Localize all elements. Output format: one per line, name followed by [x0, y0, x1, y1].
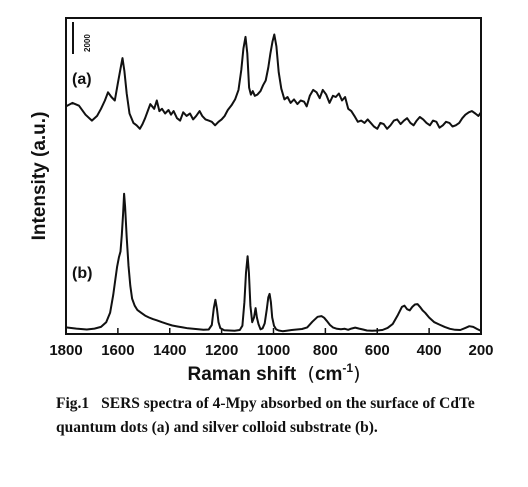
x-tick-label-400: 400	[417, 342, 442, 359]
x-tick-label-1400: 1400	[153, 342, 186, 359]
x-axis-unit-exponent: -1	[342, 361, 353, 375]
caption-text: SERS spectra of 4-Mpy absorbed on the su…	[56, 395, 475, 436]
x-tick-label-600: 600	[365, 342, 390, 359]
x-tick-label-1800: 1800	[49, 342, 82, 359]
x-axis-ticks	[65, 328, 482, 334]
series-b-label: (b)	[72, 265, 92, 282]
x-axis-label: Raman shift (cm-1)	[187, 361, 360, 385]
x-tick-label-200: 200	[468, 342, 493, 359]
scale-bar-label: 2000	[83, 34, 92, 52]
spectrum-line-a	[65, 33, 482, 130]
x-axis-label-text: Raman shift	[187, 364, 296, 385]
plot-frame	[65, 17, 482, 335]
x-tick-label-800: 800	[313, 342, 338, 359]
y-axis-label: Intensity (a.u.)	[29, 112, 50, 241]
x-axis-tick-labels: 1800 1600 1400 1200 1000 800 600 400 200	[49, 342, 493, 359]
x-axis-unit: cm	[315, 364, 342, 385]
x-tick-label-1200: 1200	[205, 342, 238, 359]
caption-fig-number: Fig.1	[56, 395, 90, 412]
raman-spectra-chart: 1800 1600 1400 1200 1000 800 600 400 200 2000 (a…	[29, 17, 494, 385]
spectra-series	[65, 33, 482, 333]
spectrum-line-b	[65, 192, 482, 333]
x-tick-label-1000: 1000	[257, 342, 290, 359]
figure-caption: Fig.1 SERS spectra of 4-Mpy absorbed on t…	[56, 392, 506, 440]
series-a-label: (a)	[72, 71, 92, 88]
x-tick-label-1600: 1600	[101, 342, 134, 359]
